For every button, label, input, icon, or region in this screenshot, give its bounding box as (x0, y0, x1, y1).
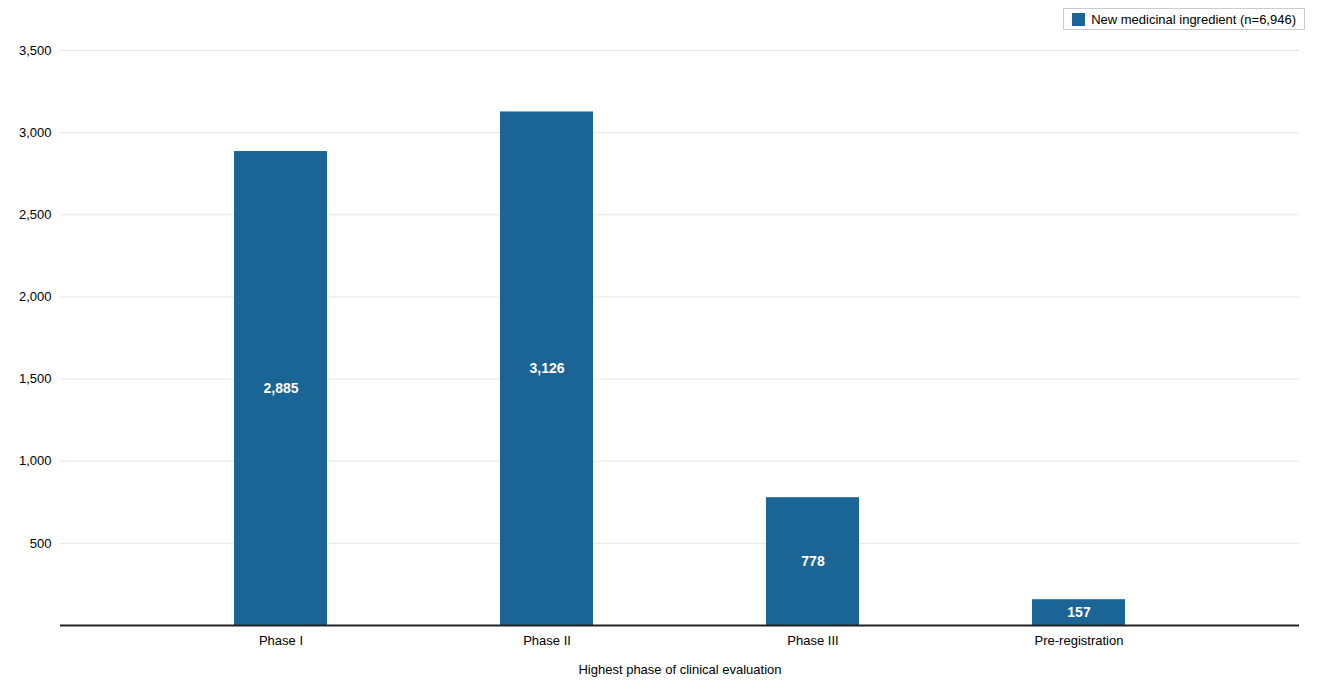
svg-text:1,500: 1,500 (19, 371, 52, 386)
svg-text:2,500: 2,500 (19, 207, 52, 222)
svg-text:3,000: 3,000 (19, 125, 52, 140)
svg-text:Pre-registration: Pre-registration (1035, 633, 1124, 648)
svg-text:2,885: 2,885 (263, 380, 298, 396)
svg-text:Phase II: Phase II (523, 633, 571, 648)
svg-text:2,000: 2,000 (19, 289, 52, 304)
svg-text:3,126: 3,126 (529, 360, 564, 376)
html-text:New medicinal ingredient (n=6,: New medicinal ingredient (n=6,946) (1091, 11, 1296, 27)
svg-text:157: 157 (1067, 604, 1091, 620)
svg-text:Phase III: Phase III (787, 633, 838, 648)
svg-text:1,000: 1,000 (19, 453, 52, 468)
svg-text:500: 500 (30, 536, 52, 551)
svg-text:Highest phase of clinical eval: Highest phase of clinical evaluation (578, 662, 781, 677)
svg-text:778: 778 (801, 553, 825, 569)
svg-text:3,500: 3,500 (19, 43, 52, 58)
svg-text:Phase I: Phase I (259, 633, 303, 648)
